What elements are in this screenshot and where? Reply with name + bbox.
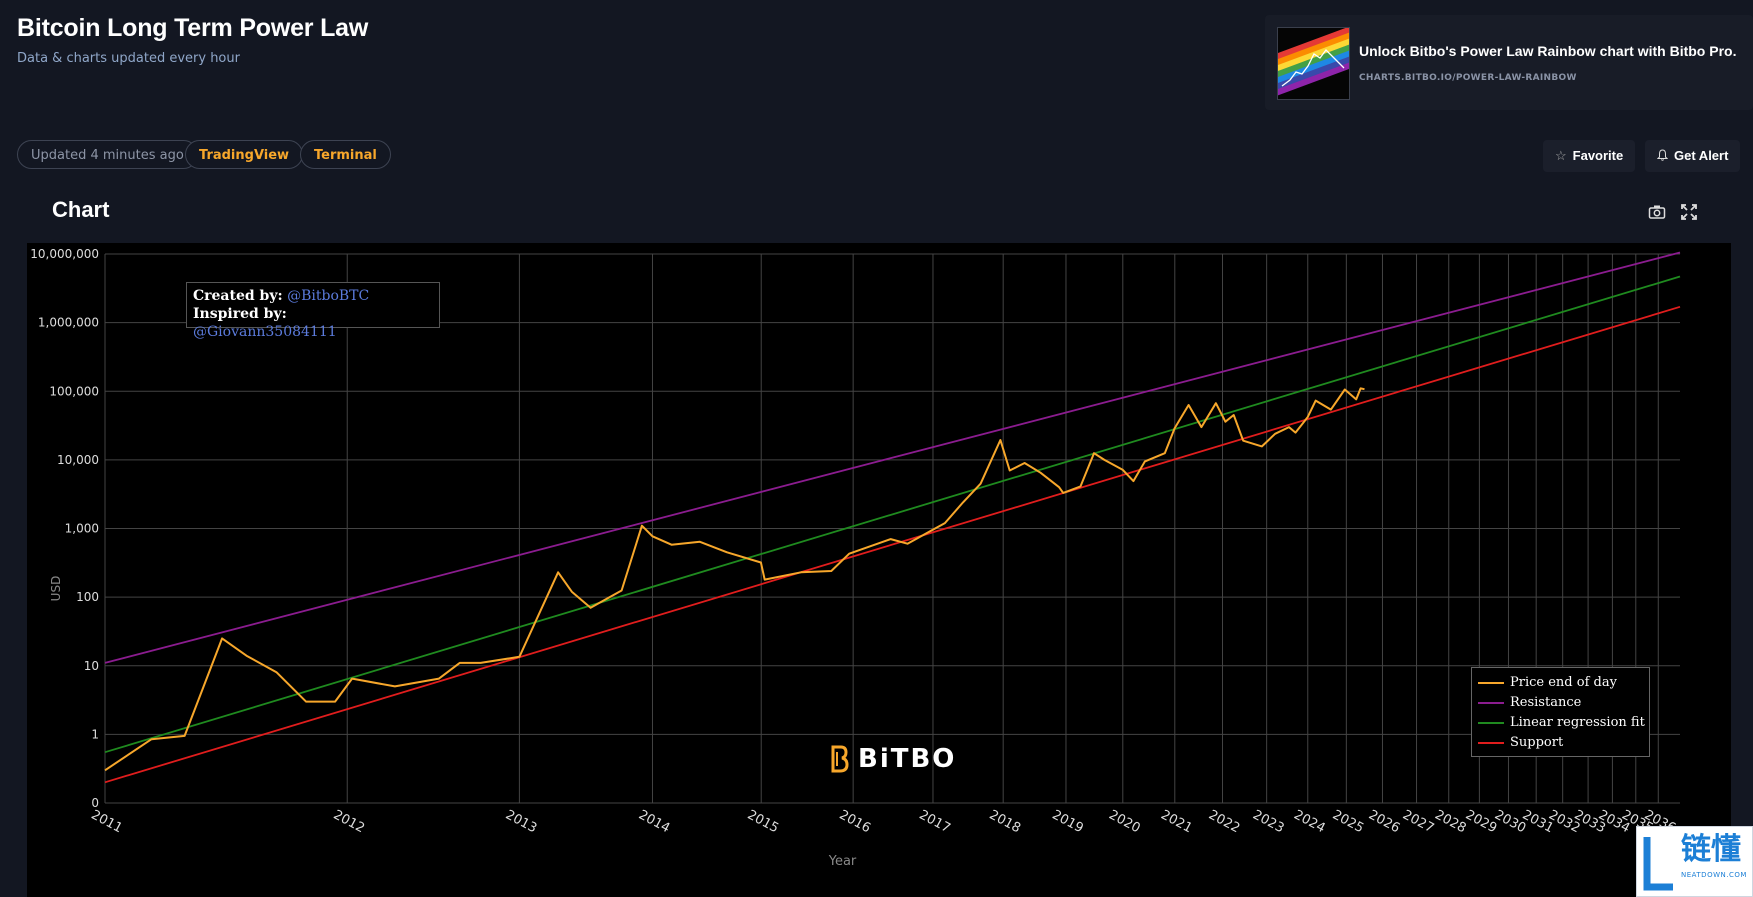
camera-icon[interactable] bbox=[1648, 203, 1666, 221]
updated-badge: Updated 4 minutes ago bbox=[17, 140, 198, 169]
legend-item-price[interactable]: Price end of day bbox=[1478, 673, 1643, 693]
bell-icon bbox=[1656, 140, 1669, 172]
corner-logo: 链懂 NEATDOWN.COM bbox=[1636, 826, 1753, 897]
legend-label-resistance: Resistance bbox=[1510, 695, 1582, 710]
corner-logo-text: 链懂 bbox=[1681, 832, 1741, 867]
legend-label-regression: Linear regression fit bbox=[1510, 715, 1645, 730]
star-icon: ☆ bbox=[1555, 148, 1567, 163]
rainbow-chart-thumbnail bbox=[1277, 27, 1350, 100]
legend-label-support: Support bbox=[1510, 735, 1564, 750]
legend-swatch-regression bbox=[1478, 721, 1504, 724]
page-title: Bitcoin Long Term Power Law bbox=[17, 14, 369, 42]
terminal-button[interactable]: Terminal bbox=[300, 140, 391, 169]
promo-card[interactable]: Unlock Bitbo's Power Law Rainbow chart w… bbox=[1265, 15, 1753, 110]
corner-logo-subtext: NEATDOWN.COM bbox=[1681, 871, 1747, 879]
legend-swatch-support bbox=[1478, 741, 1504, 744]
favorite-button[interactable]: ☆ Favorite bbox=[1543, 140, 1636, 172]
chart-heading: Chart bbox=[52, 197, 110, 222]
get-alert-button[interactable]: Get Alert bbox=[1645, 140, 1741, 172]
chart-plot-area[interactable] bbox=[27, 243, 1731, 897]
corner-logo-mark bbox=[1643, 837, 1673, 891]
legend-swatch-price bbox=[1478, 681, 1504, 684]
legend-item-support[interactable]: Support bbox=[1478, 733, 1643, 753]
favorite-label: Favorite bbox=[1572, 148, 1624, 163]
inspired-by-label: Inspired by: bbox=[193, 306, 287, 322]
bitbo-watermark: BiTBO bbox=[858, 744, 957, 774]
bitbo-logo-icon bbox=[831, 745, 849, 773]
tradingview-button[interactable]: TradingView bbox=[185, 140, 304, 169]
credits-box: Created by: @BitboBTC Inspired by: @Giov… bbox=[186, 282, 440, 340]
fullscreen-icon[interactable] bbox=[1680, 203, 1698, 221]
legend-swatch-resistance bbox=[1478, 701, 1504, 704]
inspired-by-handle[interactable]: @Giovann35084111 bbox=[193, 324, 337, 340]
legend-item-resistance[interactable]: Resistance bbox=[1478, 693, 1643, 713]
legend-label-price: Price end of day bbox=[1510, 675, 1617, 690]
created-by-label: Created by: bbox=[193, 288, 283, 304]
page-subtitle: Data & charts updated every hour bbox=[17, 51, 240, 66]
chart-legend[interactable]: Price end of day Resistance Linear regre… bbox=[1471, 667, 1650, 757]
get-alert-label: Get Alert bbox=[1674, 148, 1729, 163]
legend-item-regression[interactable]: Linear regression fit bbox=[1478, 713, 1645, 733]
created-by-handle[interactable]: @BitboBTC bbox=[287, 288, 370, 304]
promo-link[interactable]: CHARTS.BITBO.IO/POWER-LAW-RAINBOW bbox=[1359, 73, 1577, 83]
promo-title[interactable]: Unlock Bitbo's Power Law Rainbow chart w… bbox=[1359, 43, 1737, 59]
